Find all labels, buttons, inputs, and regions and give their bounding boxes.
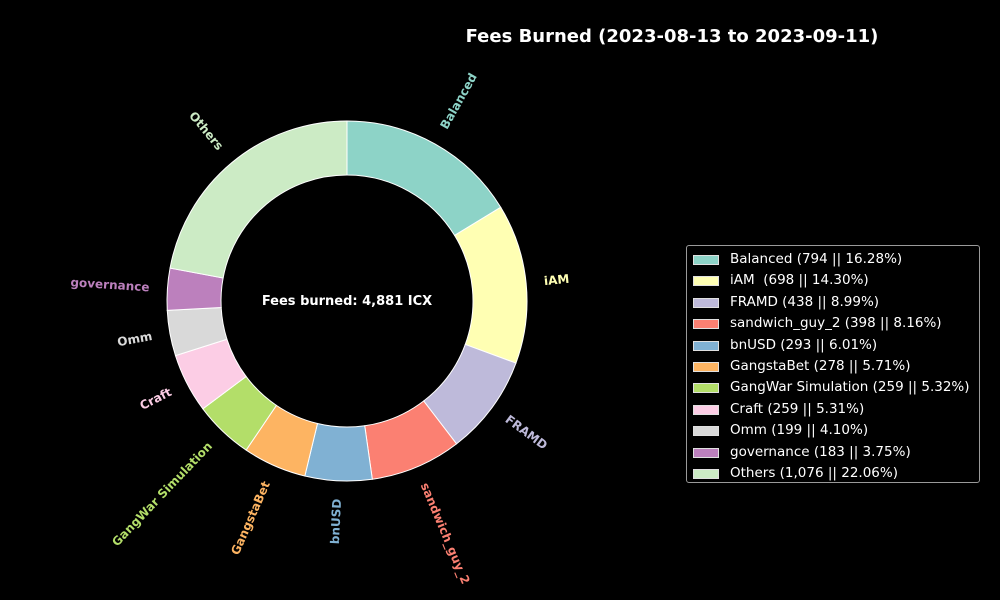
chart-title: Fees Burned (2023-08-13 to 2023-09-11) bbox=[465, 26, 879, 47]
legend-swatch bbox=[693, 319, 719, 330]
legend-label: bnUSD (293 || 6.01%) bbox=[730, 336, 878, 353]
legend-item-framd: FRAMD (438 || 8.99%) bbox=[687, 293, 979, 314]
legend-swatch bbox=[693, 297, 719, 308]
slices-group bbox=[166, 120, 528, 482]
legend-label: GangWar Simulation (259 || 5.32%) bbox=[730, 379, 970, 396]
legend-label: governance (183 || 3.75%) bbox=[730, 443, 911, 460]
legend-swatch bbox=[693, 276, 719, 287]
legend-item-gangstabet: GangstaBet (278 || 5.71%) bbox=[687, 357, 979, 378]
slice-label-balanced: Balanced bbox=[437, 71, 479, 132]
legend-item-governance: governance (183 || 3.75%) bbox=[687, 443, 979, 464]
slice-iam bbox=[453, 206, 528, 364]
legend-item-bnusd: bnUSD (293 || 6.01%) bbox=[687, 336, 979, 357]
legend-label: Omm (199 || 4.10%) bbox=[730, 422, 869, 439]
slice-label-others: Others bbox=[186, 109, 226, 153]
slice-label-governance: governance bbox=[70, 275, 150, 294]
center-label: Fees burned: 4,881 ICX bbox=[262, 294, 432, 309]
slice-label-iam: iAM bbox=[543, 272, 570, 288]
legend-item-craft: Craft (259 || 5.31%) bbox=[687, 400, 979, 421]
legend-item-iam: iAM (698 || 14.30%) bbox=[687, 271, 979, 292]
legend-label: Balanced (794 || 16.28%) bbox=[730, 251, 903, 267]
legend-swatch bbox=[693, 468, 719, 479]
slice-others bbox=[169, 120, 348, 279]
legend-label: Craft (259 || 5.31%) bbox=[730, 400, 865, 417]
slice-balanced bbox=[346, 120, 502, 237]
legend-swatch bbox=[693, 404, 719, 415]
legend-label: iAM (698 || 14.30%) bbox=[730, 272, 869, 289]
slice-label-bnusd: bnUSD bbox=[328, 498, 344, 544]
legend-label: Others (1,076 || 22.06%) bbox=[730, 464, 898, 481]
legend-label: FRAMD (438 || 8.99%) bbox=[730, 293, 880, 310]
legend-item-omm: Omm (199 || 4.10%) bbox=[687, 421, 979, 442]
legend-swatch bbox=[693, 361, 719, 372]
slice-label-gangstabet: GangstaBet bbox=[228, 479, 273, 557]
legend-item-sandwich-guy-2: sandwich_guy_2 (398 || 8.16%) bbox=[687, 314, 979, 335]
legend-item-gangwar-simulation: GangWar Simulation (259 || 5.32%) bbox=[687, 378, 979, 399]
slice-label-gangwar-simulation: GangWar Simulation bbox=[109, 439, 215, 549]
slice-label-sandwich-guy-2: sandwich_guy_2 bbox=[417, 481, 473, 587]
legend: Balanced (794 || 16.28%) iAM (698 || 14.3… bbox=[686, 245, 980, 483]
legend-swatch bbox=[693, 447, 719, 458]
slice-label-omm: Omm bbox=[116, 329, 153, 349]
legend-label: GangstaBet (278 || 5.71%) bbox=[730, 357, 911, 374]
legend-item-balanced: Balanced (794 || 16.28%) bbox=[687, 250, 979, 271]
legend-item-others: Others (1,076 || 22.06%) bbox=[687, 464, 979, 485]
legend-label: sandwich_guy_2 (398 || 8.16%) bbox=[730, 315, 942, 332]
slice-label-framd: FRAMD bbox=[503, 412, 550, 452]
slice-label-craft: Craft bbox=[137, 385, 174, 413]
legend-swatch bbox=[693, 426, 719, 437]
legend-swatch bbox=[693, 383, 719, 394]
legend-swatch bbox=[693, 255, 719, 265]
legend-swatch bbox=[693, 340, 719, 351]
